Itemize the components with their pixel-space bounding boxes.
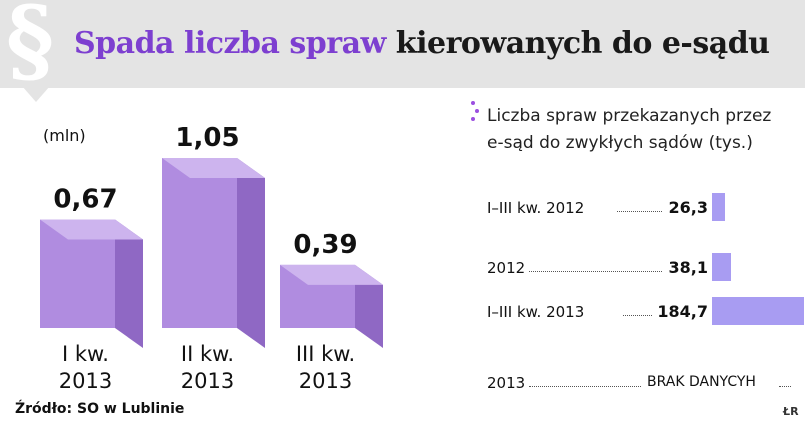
side-bar bbox=[712, 253, 731, 281]
no-data-label: BRAK DANYCYH bbox=[647, 374, 756, 390]
leader-dots bbox=[529, 271, 662, 272]
bar-3 bbox=[280, 264, 383, 348]
title-accent: Spada liczba spraw bbox=[74, 26, 386, 61]
side-value-label: 184,7 bbox=[657, 302, 708, 321]
leader-dots bbox=[623, 315, 652, 316]
side-bar bbox=[712, 193, 726, 221]
title-rest: kierowanych do e-sądu bbox=[395, 26, 770, 61]
bar-side bbox=[237, 158, 265, 348]
side-bar bbox=[712, 297, 804, 325]
side-chart-title: Liczba spraw przekazanych przez e-sąd do… bbox=[487, 106, 772, 153]
bar-top bbox=[40, 219, 143, 240]
title-band: § Spada liczba spraw kierowanych do e-są… bbox=[0, 0, 805, 88]
leader-dots bbox=[529, 386, 641, 387]
author-credit: ŁR bbox=[783, 405, 799, 418]
side-row-label: I–III kw. 2012 bbox=[487, 199, 585, 217]
side-chart-row: 2013 BRAK DANYCYH bbox=[487, 368, 805, 398]
title-band-pointer bbox=[22, 86, 50, 102]
bar-2 bbox=[162, 158, 265, 348]
leader-dots bbox=[617, 211, 662, 212]
bar-side bbox=[355, 264, 383, 348]
unit-label: (mln) bbox=[43, 126, 86, 145]
side-row-label: I–III kw. 2013 bbox=[487, 303, 585, 321]
side-chart-row: I–III kw. 2012 26,3 bbox=[487, 193, 805, 223]
section-sign-icon: § bbox=[6, 0, 55, 94]
bar-value-label: 0,39 bbox=[293, 230, 357, 260]
bar-value-label: 1,05 bbox=[175, 123, 239, 153]
legend-dots-icon bbox=[471, 101, 479, 121]
side-row-label: 2012 bbox=[487, 259, 526, 277]
side-chart-row: 2012 38,1 bbox=[487, 253, 805, 283]
category-label: 2013 bbox=[59, 369, 112, 393]
bar-top bbox=[280, 264, 383, 285]
bar-front bbox=[162, 158, 237, 328]
side-value-label: 38,1 bbox=[668, 258, 708, 277]
category-label: II kw. bbox=[181, 342, 234, 366]
chart-title: Spada liczba spraw kierowanych do e-sądu bbox=[74, 26, 770, 61]
category-label: I kw. bbox=[62, 342, 109, 366]
category-label: III kw. bbox=[296, 342, 355, 366]
category-label: 2013 bbox=[299, 369, 352, 393]
side-value-label: 26,3 bbox=[668, 198, 708, 217]
bar-value-label: 0,67 bbox=[53, 185, 117, 215]
category-label: 2013 bbox=[181, 369, 234, 393]
source-note: Źródło: SO w Lublinie bbox=[15, 401, 185, 417]
bar-side bbox=[115, 219, 143, 348]
side-row-label: 2013 bbox=[487, 374, 526, 392]
side-chart-row: I–III kw. 2013 184,7 bbox=[487, 297, 805, 327]
leader-dots bbox=[779, 386, 791, 387]
bar-top bbox=[162, 158, 265, 178]
bar-1 bbox=[40, 219, 143, 348]
